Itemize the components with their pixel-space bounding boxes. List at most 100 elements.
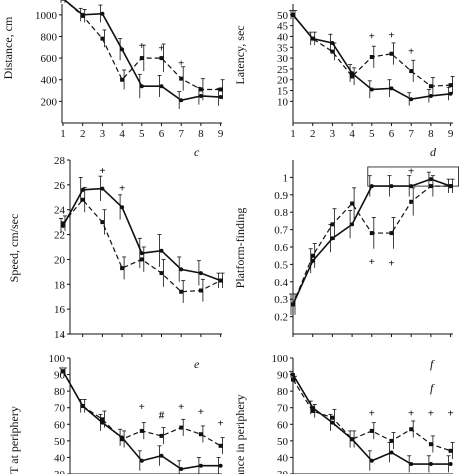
y-tick-label: 35 — [277, 42, 289, 54]
x-tick-label: 5 — [139, 128, 145, 140]
y-tick-label: 22 — [54, 230, 65, 242]
data-point — [428, 93, 433, 98]
y-tick-label: 10 — [277, 96, 289, 108]
data-point — [428, 462, 433, 467]
data-point — [139, 56, 144, 61]
data-point — [218, 278, 223, 283]
y-axis-label: T at periphery — [7, 406, 21, 474]
data-point — [369, 428, 374, 433]
data-point — [179, 467, 184, 472]
y-tick-label: 24 — [54, 205, 66, 217]
data-point — [120, 437, 125, 442]
data-point — [350, 437, 355, 442]
data-point — [350, 71, 355, 76]
y-axis-label: Distance, cm — [1, 16, 15, 79]
data-point — [139, 251, 144, 256]
data-point — [389, 231, 394, 236]
x-tick-label: 2 — [310, 128, 316, 140]
y-axis-label: stance in periphery — [233, 394, 247, 474]
significance-mark: + — [408, 165, 414, 177]
significance-mark: + — [99, 165, 105, 177]
data-point — [159, 248, 164, 253]
data-point — [409, 427, 414, 432]
data-point — [179, 76, 184, 81]
data-point — [409, 184, 414, 189]
y-tick-label: 0.9 — [274, 190, 288, 202]
y-axis-label: Speed, cm/sec — [7, 214, 21, 283]
data-point — [330, 415, 335, 420]
data-point — [218, 443, 223, 448]
y-tick-label: 20 — [277, 75, 289, 87]
data-point — [100, 420, 105, 425]
y-tick-label: 0.6 — [274, 242, 288, 254]
data-point — [61, 369, 65, 374]
data-point — [369, 55, 374, 60]
significance-mark: + — [178, 57, 184, 69]
data-point — [448, 91, 453, 96]
y-tick-label: 100 — [272, 353, 289, 365]
data-point — [409, 97, 414, 102]
data-point — [330, 222, 335, 227]
chart-panel-distance: 200 400 600 800 1000 1 2 3 4 5 6 7 8 9 Distance, cm c + +… — [1, 0, 225, 159]
x-tick-label: 6 — [389, 128, 395, 140]
x-tick-label: 7 — [408, 128, 414, 140]
data-point — [100, 11, 105, 16]
x-tick-label: 4 — [119, 128, 125, 140]
significance-mark: + — [447, 408, 453, 420]
data-point — [369, 184, 374, 189]
y-tick-label: 200 — [41, 96, 58, 108]
data-point — [310, 253, 315, 258]
data-point — [159, 56, 164, 61]
data-point — [139, 257, 144, 262]
panel-label: c — [194, 145, 200, 159]
data-point — [448, 448, 453, 453]
y-tick-label: 800 — [41, 31, 58, 43]
data-point — [448, 184, 453, 189]
data-point — [428, 84, 433, 89]
y-tick-label: 0.2 — [274, 312, 288, 324]
data-point — [389, 86, 394, 91]
y-tick-label: 60 — [54, 419, 66, 431]
y-tick-label: 600 — [41, 53, 58, 65]
panel-label: d — [430, 145, 437, 159]
data-point — [330, 49, 335, 54]
data-point — [350, 201, 355, 206]
data-point — [389, 450, 394, 455]
series-line-solid — [292, 178, 451, 305]
y-tick-label: 0.3 — [274, 294, 288, 306]
significance-mark: + — [119, 182, 125, 194]
data-point — [218, 95, 223, 100]
significance-mark: + — [158, 42, 164, 54]
y-tick-label: 0.7 — [274, 225, 288, 237]
series-line-solid — [62, 187, 221, 282]
series-line-dashed — [292, 185, 451, 305]
data-point — [198, 93, 203, 98]
data-point — [198, 271, 203, 276]
data-point — [428, 442, 433, 447]
panel-label: e — [194, 357, 200, 371]
data-point — [159, 84, 164, 89]
data-point — [179, 289, 184, 294]
y-tick-label: 80 — [277, 386, 289, 398]
y-tick-label: 80 — [54, 386, 66, 398]
data-point — [389, 184, 394, 189]
y-axis-label: Latency, sec — [233, 25, 247, 84]
chart-panel-distance-periphery: 30 40 50 60 70 80 90 100 stance in periphery f + + +… — [233, 353, 455, 474]
data-point — [310, 36, 315, 41]
y-tick-label: 400 — [41, 75, 58, 87]
significance-mark: + — [408, 46, 414, 58]
y-tick-label: 90 — [277, 370, 289, 382]
series-line-dashed — [62, 198, 221, 293]
significance-mark: + — [139, 40, 145, 52]
data-point — [198, 87, 203, 92]
data-point — [448, 462, 453, 467]
y-tick-label: 70 — [54, 403, 66, 415]
data-point — [409, 199, 414, 204]
data-point — [80, 404, 85, 409]
data-point — [159, 433, 164, 438]
data-point — [100, 36, 105, 41]
data-point — [330, 420, 335, 425]
panel-label: f — [430, 381, 435, 395]
